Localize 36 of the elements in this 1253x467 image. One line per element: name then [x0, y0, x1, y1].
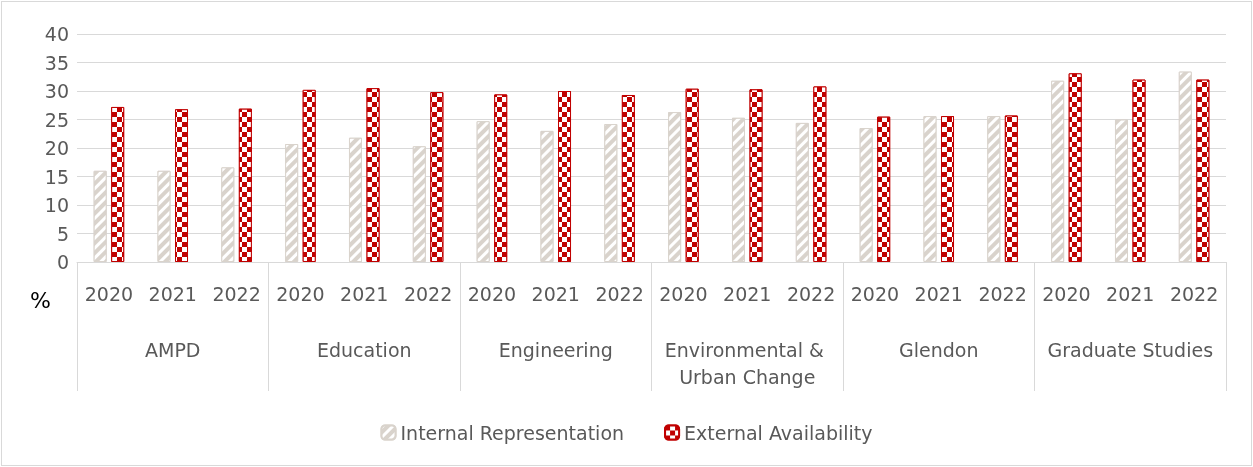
x-tick-label: 2020	[467, 282, 517, 305]
y-tick-label: 25	[44, 108, 69, 131]
legend-label: External Availability	[684, 421, 873, 444]
x-tick-label: 2022	[212, 282, 261, 305]
x-tick-label: 2021	[340, 282, 389, 305]
x-tick-label: 2021	[723, 282, 772, 305]
y-tick-label: 35	[44, 51, 69, 74]
text: AMPD	[145, 338, 201, 361]
x-tick-label: 2022	[786, 282, 836, 305]
x-tick-label: 2021	[914, 282, 963, 305]
x-tick-label: 2022	[978, 282, 1027, 305]
y-tick-label: 5	[56, 222, 69, 245]
text: Glendon	[899, 338, 979, 361]
x-tick-label: 2022	[595, 282, 644, 305]
y-tick-label: 40	[44, 23, 69, 45]
x-tick-label: 2020	[84, 282, 134, 305]
text: Education	[316, 338, 412, 361]
text: Graduate Studies	[1047, 338, 1214, 361]
y-tick-label: 15	[44, 165, 69, 188]
x-tick-label: 2021	[1106, 282, 1155, 305]
y-tick-label: 20	[44, 137, 69, 159]
y-axis-title: %	[30, 287, 51, 313]
x-tick-label: 2022	[403, 282, 453, 305]
x-tick-label: 2020	[659, 282, 708, 305]
y-tick-label: 30	[44, 80, 69, 102]
x-tick-label: 2021	[148, 282, 197, 305]
text: Environmental & Urban Change	[664, 338, 830, 388]
legend-label: Internal Representation	[400, 421, 625, 444]
x-tick-label: 2022	[1169, 282, 1219, 305]
x-tick-label: 2020	[1042, 282, 1091, 305]
text: Engineering	[498, 338, 613, 361]
x-tick-label: 2020	[850, 282, 900, 305]
y-tick-label: 0	[56, 251, 69, 273]
x-tick-label: 2020	[276, 282, 325, 305]
y-tick-label: 10	[44, 194, 69, 216]
x-tick-label: 2021	[531, 282, 580, 305]
